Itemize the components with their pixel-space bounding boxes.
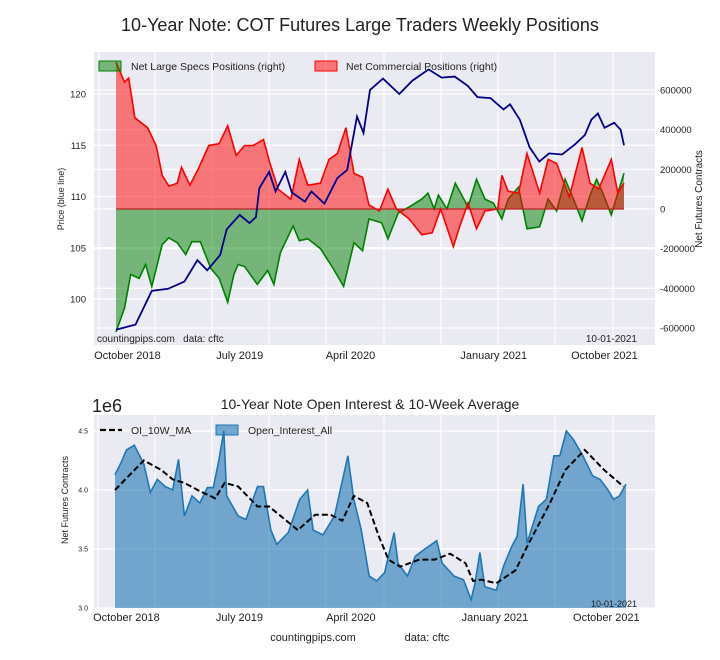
oi-plot-title: 10-Year Note Open Interest & 10-Week Ave…	[221, 396, 520, 412]
net-commercial-area-line	[115, 61, 625, 250]
footer-site: countingpips.com	[270, 632, 356, 644]
y-tick-label: 3.0	[78, 606, 88, 613]
x-tick-label: April 2020	[326, 612, 376, 624]
tick-labels: 100 105 110 115 120 -600000 -400000 -200000 0 200…	[70, 86, 695, 363]
price-line	[115, 68, 625, 331]
positions-plot: 100 105 110 115 120 -600000 -400000 -200000 0 200…	[56, 52, 705, 362]
x-tick-label: October 2021	[573, 612, 640, 624]
legend: Net Large Specs Positions (right) Net Co…	[98, 60, 497, 73]
date-label: 10-01-2021	[586, 334, 638, 345]
footer-source: data: cftc	[405, 632, 450, 644]
date-label: 10-01-2021	[591, 599, 637, 609]
x-tick-label: July 2019	[216, 612, 263, 624]
x-tick-label: April 2020	[326, 350, 376, 362]
y-tick-label-right: -200000	[660, 244, 695, 255]
y-axis-label-left: Price (blue line)	[56, 168, 66, 231]
tick-labels: 3.0 3.5 4.0 4.5 October 2018 July 2019 April 2…	[78, 429, 639, 625]
legend-label-specs: Net Large Specs Positions (right)	[131, 61, 285, 73]
net-commercial-area-fill	[116, 62, 624, 247]
y-tick-label-right: 400000	[660, 125, 692, 136]
open-interest-line	[114, 429, 627, 603]
y-tick-label-left: 120	[70, 90, 86, 101]
open-interest-area	[115, 431, 626, 608]
legend-swatch-oi	[215, 424, 239, 436]
figure-title: 10-Year Note: COT Futures Large Traders …	[121, 15, 599, 35]
x-tick-label: October 2021	[571, 350, 638, 362]
series-layer	[114, 429, 627, 608]
series-layer	[115, 61, 625, 333]
y-tick-label-left: 100	[70, 295, 86, 306]
x-tick-label: January 2021	[460, 350, 527, 362]
y-tick-label-left: 115	[71, 141, 86, 152]
x-tick-label: July 2019	[216, 350, 263, 362]
y-tick-label-right: 0	[660, 205, 665, 216]
legend-swatch-commercial	[314, 60, 338, 72]
y-tick-label-right: -400000	[660, 284, 695, 295]
y-tick-label-left: 110	[71, 192, 86, 203]
y-tick-label-right: 200000	[660, 165, 692, 176]
y-tick-label: 4.5	[78, 429, 88, 436]
x-tick-label: January 2021	[462, 612, 529, 624]
legend-label-oi: Open_Interest_All	[248, 425, 332, 437]
y-tick-label: 4.0	[78, 488, 88, 495]
y-axis-label-right: Net Futures Contracts	[694, 150, 705, 248]
x-tick-label: October 2018	[93, 612, 160, 624]
y-axis-label: Net Futures Contracts	[60, 455, 70, 544]
oi-10w-ma-line	[114, 448, 625, 585]
y-tick-label: 3.5	[78, 547, 88, 554]
legend: OI_10W_MA Open_Interest_All	[100, 424, 332, 437]
y-tick-label-left: 105	[70, 243, 86, 254]
y-tick-label-right: 600000	[660, 86, 692, 97]
watermark: countingpips.com data: cftc	[97, 334, 224, 345]
legend-swatch-specs	[98, 60, 122, 72]
scale-label: 1e6	[92, 396, 122, 416]
legend-label-ma: OI_10W_MA	[131, 425, 191, 437]
legend-label-commercial: Net Commercial Positions (right)	[346, 61, 497, 73]
x-tick-label: October 2018	[94, 350, 161, 362]
net-large-specs-area-fill	[116, 173, 624, 332]
y-tick-label-right: -600000	[660, 324, 695, 335]
open-interest-plot: 10-Year Note Open Interest & 10-Week Ave…	[60, 396, 655, 624]
